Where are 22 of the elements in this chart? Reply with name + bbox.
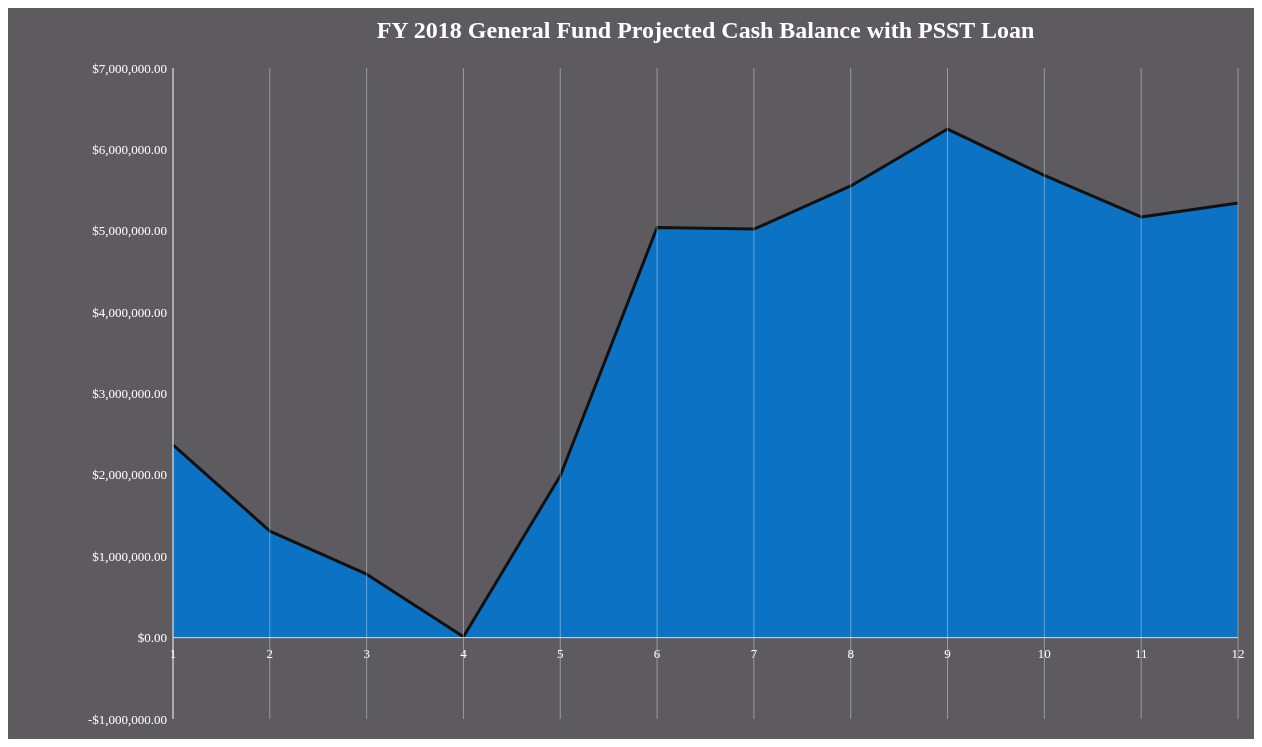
x-tick-label: 12	[1231, 645, 1245, 661]
y-tick-label: $2,000,000.00	[92, 467, 167, 483]
y-tick-label: $3,000,000.00	[92, 386, 167, 402]
y-tick-label: $6,000,000.00	[92, 141, 167, 157]
x-tick-label: 10	[1037, 645, 1051, 661]
x-tick-label: 11	[1134, 645, 1148, 661]
y-tick-label: -$1,000,000.00	[87, 711, 167, 727]
y-tick-label: $5,000,000.00	[92, 223, 167, 239]
x-tick-label: 7	[750, 645, 758, 661]
chart-title: FY 2018 General Fund Projected Cash Balance with PSST Loan	[376, 17, 1035, 43]
x-tick-label: 5	[557, 645, 564, 661]
x-tick-label: 2	[266, 645, 274, 661]
x-tick-label: 4	[460, 645, 468, 661]
y-tick-label: $7,000,000.00	[92, 60, 167, 76]
x-tick-label: 8	[847, 645, 854, 661]
y-tick-label: $1,000,000.00	[92, 548, 167, 564]
x-tick-label: 3	[363, 645, 370, 661]
x-tick-label: 1	[169, 645, 177, 661]
x-tick-label: 6	[653, 645, 661, 661]
y-tick-label: $4,000,000.00	[92, 304, 167, 320]
x-tick-label: 9	[944, 645, 951, 661]
y-tick-label: $0.00	[137, 630, 167, 646]
